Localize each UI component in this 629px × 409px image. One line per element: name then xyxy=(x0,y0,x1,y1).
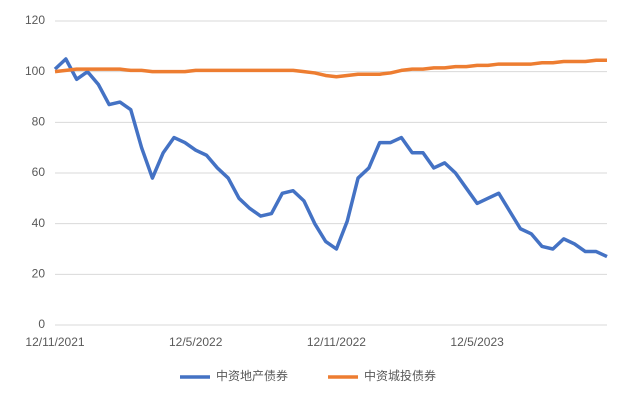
y-tick-label: 80 xyxy=(32,115,46,129)
y-tick-label: 40 xyxy=(32,216,46,230)
x-tick-label: 12/5/2023 xyxy=(450,335,504,349)
y-tick-label: 100 xyxy=(25,64,45,78)
x-tick-label: 12/11/2021 xyxy=(25,335,84,349)
y-tick-label: 120 xyxy=(25,13,45,27)
x-tick-label: 12/5/2022 xyxy=(169,335,223,349)
series-line xyxy=(54,58,607,79)
y-tick-label: 20 xyxy=(32,267,46,281)
legend-label: 中资城投债券 xyxy=(364,368,436,383)
y-tick-label: 0 xyxy=(38,317,45,331)
legend-label: 中资地产债券 xyxy=(216,368,288,383)
series-line xyxy=(53,57,608,259)
y-tick-label: 60 xyxy=(32,165,46,179)
x-tick-label: 12/11/2022 xyxy=(307,335,366,349)
